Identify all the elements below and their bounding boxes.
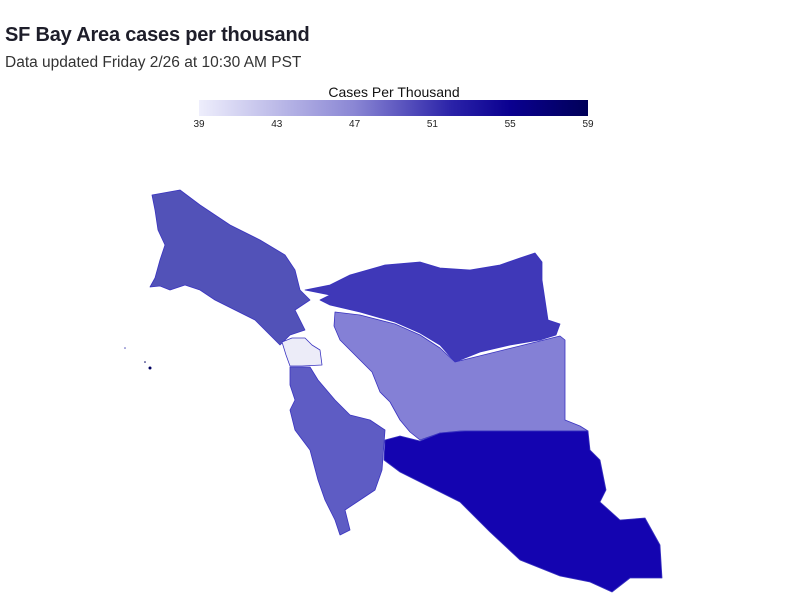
legend-tick: 55 bbox=[504, 119, 516, 130]
region-north-east[interactable] bbox=[304, 252, 561, 363]
region-peninsula[interactable] bbox=[289, 366, 386, 536]
region-south[interactable] bbox=[383, 430, 663, 593]
page-title: SF Bay Area cases per thousand bbox=[5, 24, 310, 46]
data-updated-subtitle: Data updated Friday 2/26 at 10:30 AM PST bbox=[5, 54, 302, 71]
legend-tick: 43 bbox=[271, 119, 283, 130]
region-city[interactable] bbox=[281, 337, 323, 367]
legend-tick: 51 bbox=[426, 119, 438, 130]
island-mark bbox=[124, 347, 126, 349]
legend-color-bar bbox=[199, 100, 588, 116]
legend-tick: 47 bbox=[349, 119, 361, 130]
island-mark bbox=[148, 366, 152, 370]
legend-tick: 59 bbox=[582, 119, 594, 130]
island-mark bbox=[144, 361, 146, 363]
legend-tick: 39 bbox=[193, 119, 205, 130]
region-north-west[interactable] bbox=[149, 189, 311, 346]
legend-title: Cases Per Thousand bbox=[328, 84, 460, 100]
